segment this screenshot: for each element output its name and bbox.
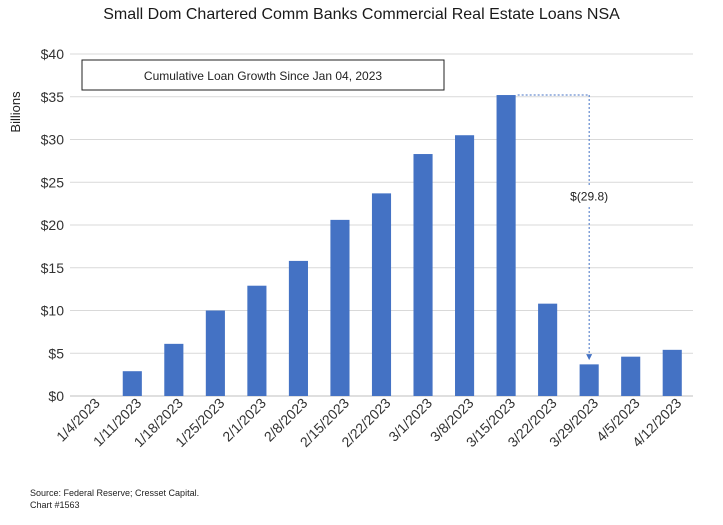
bar [371,193,392,396]
bar [496,95,516,396]
chart-title: Small Dom Chartered Comm Banks Commercia… [103,6,620,23]
x-axis-ticks: 1/4/20231/11/20231/18/20231/25/20232/1/2… [53,395,684,451]
bars [122,95,682,396]
x-tick-label: 2/1/2023 [219,395,269,445]
bar [413,154,433,396]
subtitle: Cumulative Loan Growth Since Jan 04, 202… [144,69,382,83]
bar [538,303,558,396]
y-tick-label: $35 [41,89,65,105]
bar [205,310,225,396]
annotation-label: $(29.8) [570,190,608,204]
annotation-arrowhead [586,354,593,361]
bar [122,371,142,396]
annotation-label-bg [567,186,612,206]
y-tick-label: $40 [41,46,65,62]
bar [164,343,184,396]
y-tick-label: $5 [48,345,64,361]
subtitle-box: Cumulative Loan Growth Since Jan 04, 202… [81,59,445,91]
bar [662,349,682,396]
bar [579,364,599,396]
y-tick-label: $0 [48,388,64,404]
source-note: Source: Federal Reserve; Cresset Capital… [30,488,200,498]
y-tick-label: $20 [41,217,65,233]
y-axis-label: Billions [8,91,23,133]
bar [330,219,350,396]
y-tick-label: $30 [41,132,65,148]
x-tick-label: 3/1/2023 [385,395,435,445]
bar [247,285,267,396]
y-tick-label: $10 [41,303,65,319]
bar [288,260,308,396]
y-axis-ticks: $0 $5 $10 $15 $20 $25 $30 $35 $40 [41,46,65,404]
drop-annotation: $(29.8) [517,94,612,361]
chart-number: Chart #1563 [30,500,80,510]
y-tick-label: $25 [41,174,65,190]
bar [455,135,475,396]
bar [621,356,641,396]
y-tick-label: $15 [41,260,65,276]
